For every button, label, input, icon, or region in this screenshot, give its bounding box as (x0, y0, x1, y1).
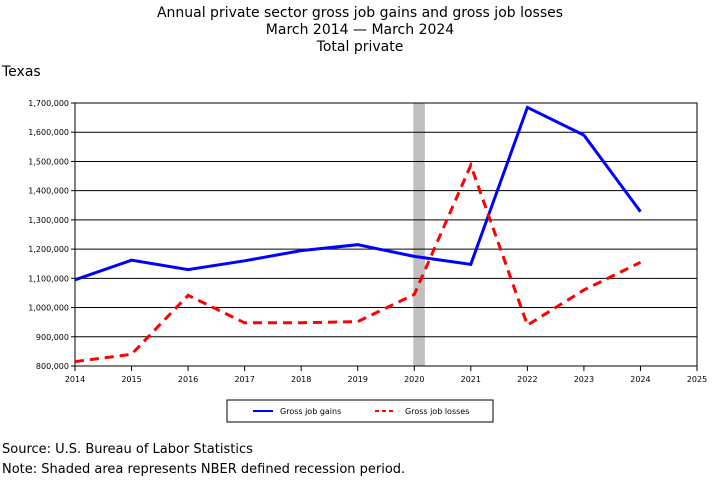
legend-label-gross-job-losses: Gross job losses (405, 407, 469, 416)
legend-box (226, 399, 494, 423)
axes-group: 800,000 900,000 1,000,000 1,100,000 1,200,00… (28, 99, 707, 384)
legend-label-gross-job-gains: Gross job gains (280, 407, 341, 416)
y-tick-label: 900,000 (36, 333, 69, 342)
y-tick-label: 1,700,000 (28, 99, 69, 108)
series-line-gross-job-losses (74, 161, 642, 364)
x-tick-label: 2014 (65, 375, 85, 384)
x-tick-label: 2024 (630, 375, 650, 384)
series-group (74, 105, 642, 364)
recession-band (413, 103, 425, 366)
plot-frame (74, 102, 698, 367)
footer: Source: U.S. Bureau of Labor Statistics … (2, 440, 405, 480)
x-tick-label: 2020 (404, 375, 424, 384)
x-tick-label: 2018 (291, 375, 311, 384)
x-tick-label: 2025 (687, 375, 707, 384)
recession-band-group (413, 103, 425, 366)
y-tick-label: 1,200,000 (28, 245, 69, 254)
legend: Gross job gains Gross job losses (226, 399, 494, 423)
series-line-gross-job-gains (74, 105, 642, 282)
x-tick-label: 2019 (348, 375, 368, 384)
y-tick-label: 1,400,000 (28, 187, 69, 196)
x-tick-label: 2021 (461, 375, 481, 384)
x-tick-label: 2022 (517, 375, 537, 384)
y-tick-label: 1,600,000 (28, 128, 69, 137)
chart-date-range: March 2014 — March 2024 (265, 22, 455, 38)
gridlines-group (75, 102, 697, 367)
x-tick-label: 2023 (574, 375, 594, 384)
y-tick-label: 800,000 (36, 362, 69, 371)
y-tick-label: 1,000,000 (28, 304, 69, 313)
y-tick-label: 1,500,000 (28, 157, 69, 166)
chart-title: Annual private sector gross job gains an… (156, 5, 564, 21)
chart-title-block: Annual private sector gross job gains an… (0, 5, 720, 56)
note-text: Note: Shaded area represents NBER define… (2, 462, 406, 477)
x-tick-label: 2015 (121, 375, 141, 384)
source-text: Source: U.S. Bureau of Labor Statistics (2, 442, 253, 457)
x-tick-label: 2017 (234, 375, 254, 384)
region-label: Texas (2, 64, 41, 80)
x-tick-label: 2016 (178, 375, 198, 384)
y-tick-label: 1,100,000 (28, 274, 69, 283)
y-tick-label: 1,300,000 (28, 216, 69, 225)
chart-industry: Total private (316, 39, 404, 55)
